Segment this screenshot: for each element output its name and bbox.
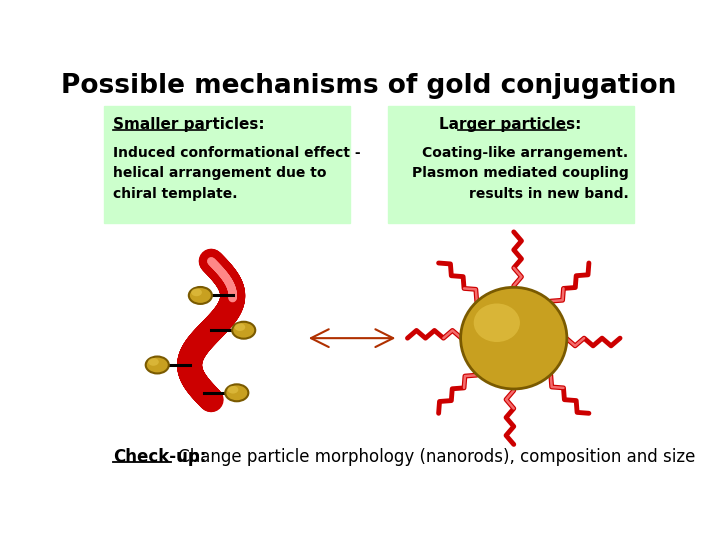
Ellipse shape [191, 288, 202, 296]
Text: Check-up:: Check-up: [113, 449, 207, 467]
Ellipse shape [474, 303, 520, 342]
Ellipse shape [148, 358, 159, 366]
FancyBboxPatch shape [104, 106, 350, 222]
Ellipse shape [189, 287, 212, 304]
Ellipse shape [235, 323, 246, 331]
Text: Possible mechanisms of gold conjugation: Possible mechanisms of gold conjugation [61, 73, 677, 99]
Ellipse shape [461, 287, 567, 389]
Text: Coating-like arrangement.
Plasmon mediated coupling
results in new band.: Coating-like arrangement. Plasmon mediat… [412, 146, 629, 201]
Text: Larger particles:: Larger particles: [439, 117, 582, 132]
Ellipse shape [232, 322, 256, 339]
Text: Change particle morphology (nanorods), composition and size: Change particle morphology (nanorods), c… [174, 449, 696, 467]
FancyArrowPatch shape [311, 329, 393, 347]
Ellipse shape [145, 356, 168, 374]
Text: Smaller particles:: Smaller particles: [113, 117, 265, 132]
Text: Induced conformational effect -
helical arrangement due to
chiral template.: Induced conformational effect - helical … [113, 146, 361, 201]
Ellipse shape [228, 386, 238, 394]
FancyBboxPatch shape [388, 106, 634, 222]
Ellipse shape [225, 384, 248, 401]
